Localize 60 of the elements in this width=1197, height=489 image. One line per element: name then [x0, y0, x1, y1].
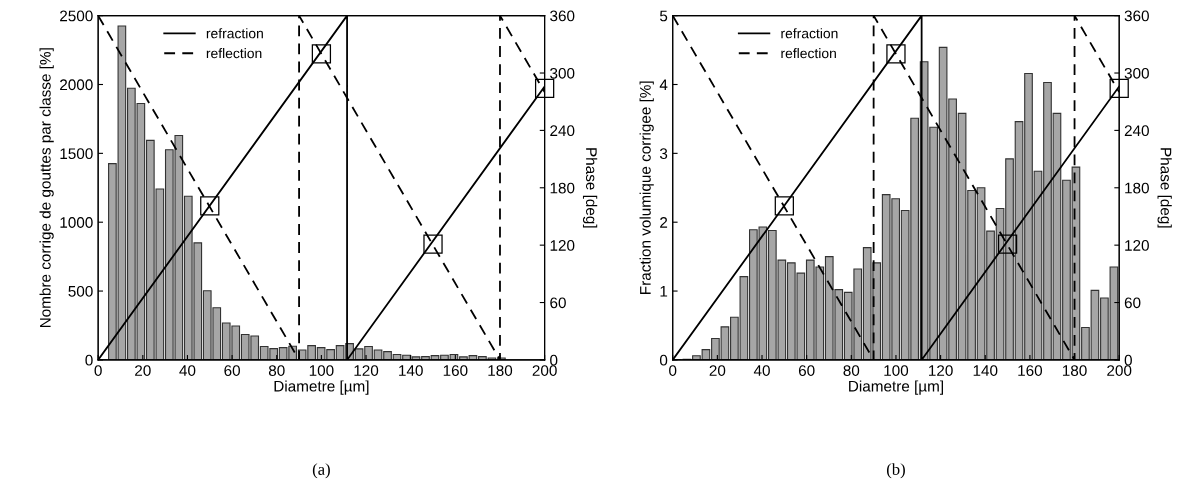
y2-tick-label: 300	[1124, 67, 1149, 79]
x-tick-label: 140	[399, 365, 423, 376]
x-tick-label: 0	[669, 365, 677, 376]
y-tick-label: 4	[659, 79, 668, 91]
y2-tick-label: 120	[1125, 240, 1149, 251]
y-tick-label: 1	[660, 286, 668, 297]
x-tick-label: 160	[1018, 365, 1043, 376]
x-tick-label: 140	[973, 365, 998, 376]
x-tick-label: 180	[488, 365, 513, 376]
text: (a)	[312, 463, 330, 479]
y2-axis-title: Phase [deg]	[1157, 148, 1172, 228]
x-tick-label: 80	[268, 365, 285, 376]
y2-tick-label: 0	[550, 354, 558, 366]
y-tick-label: 2500	[60, 10, 93, 22]
x-tick-label: 120	[929, 365, 953, 376]
y-tick-label: 1000	[60, 217, 93, 228]
y2-tick-label: 240	[550, 125, 575, 137]
legend-label: refraction	[781, 28, 838, 39]
y-axis-title: Fraction volumique corrigee [%]	[639, 81, 654, 294]
x-axis-title: Diametre [µm]	[274, 380, 369, 395]
y2-tick-label: 180	[550, 182, 575, 194]
y-tick-label: 2000	[60, 79, 93, 91]
y2-tick-label: 60	[1124, 297, 1141, 309]
y2-tick-label: 360	[1124, 10, 1149, 22]
legend-label: refraction	[206, 28, 263, 39]
y-tick-label: 5	[659, 10, 668, 22]
y-tick-label: 2	[660, 217, 668, 228]
y2-tick-label: 60	[550, 297, 566, 309]
x-tick-label: 0	[94, 365, 102, 376]
x-tick-label: 80	[843, 365, 860, 376]
y-tick-label: 0	[85, 354, 93, 366]
x-tick-label: 160	[443, 365, 468, 376]
x-tick-label: 100	[309, 365, 334, 376]
x-tick-label: 180	[1062, 365, 1087, 376]
x-tick-label: 20	[709, 365, 726, 376]
x-tick-label: 60	[224, 365, 240, 376]
x-tick-label: 40	[753, 365, 770, 376]
y2-tick-label: 120	[550, 240, 575, 251]
x-tick-label: 20	[135, 365, 151, 376]
x-tick-label: 60	[798, 365, 815, 376]
y-tick-label: 3	[659, 148, 668, 160]
y-axis-title: Nombre corrige de gouttes par classe [%]	[39, 48, 54, 328]
y2-axis-title: Phase [deg]	[582, 148, 598, 228]
x-tick-label: 200	[532, 365, 557, 376]
x-tick-label: 120	[354, 365, 379, 376]
x-axis-title: Diametre [µm]	[849, 380, 943, 395]
y2-tick-label: 240	[1124, 125, 1149, 137]
y2-tick-label: 180	[1125, 182, 1149, 194]
x-tick-label: 200	[1107, 365, 1132, 376]
y2-tick-label: 360	[550, 10, 575, 22]
y-tick-label: 0	[659, 354, 668, 366]
x-tick-label: 100	[884, 365, 909, 376]
legend-label: reflection	[781, 48, 836, 59]
y2-tick-label: 300	[550, 67, 575, 79]
y-tick-label: 1500	[60, 148, 93, 160]
y-tick-label: 500	[68, 285, 93, 297]
legend-label: reflection	[206, 48, 262, 59]
text: (b)	[886, 463, 905, 479]
x-tick-label: 40	[179, 365, 196, 376]
y2-tick-label: 0	[1124, 354, 1132, 366]
